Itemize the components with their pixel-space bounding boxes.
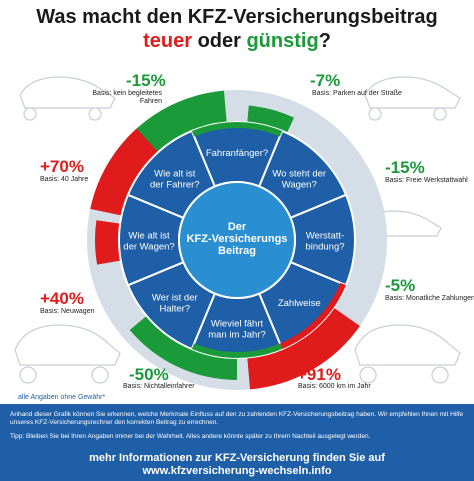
inner-accent-4	[279, 282, 347, 350]
inner-accent-5	[191, 343, 283, 358]
basis-standort: Basis: Parken auf der Straße	[312, 90, 402, 97]
impact-wedge-wagenalter	[95, 220, 121, 265]
segment-label: man im Jahr?	[208, 330, 266, 341]
pct-fahreralter: +70%	[40, 157, 84, 176]
footer-paragraph-1: Anhand dieser Grafik können Sie erkennen…	[10, 411, 464, 426]
segment-label: Halter?	[159, 304, 190, 315]
segment-label: Fahranfänger?	[206, 148, 268, 159]
impact-wedge-fahreralter	[90, 128, 159, 216]
page-title-line2: teuer oder günstig?	[0, 30, 474, 52]
pct-fahrleistung: +91%	[297, 365, 341, 384]
segment-label: Wagen?	[282, 179, 317, 190]
pct-zahlweise: -5%	[385, 276, 416, 295]
footer-panel: Anhand dieser Grafik können Sie erkennen…	[0, 404, 474, 481]
center-circle	[178, 181, 296, 299]
impact-wedge-halter	[129, 315, 237, 380]
pct-halter: -50%	[129, 365, 169, 384]
word-teuer: teuer	[143, 30, 192, 52]
pct-werkstatt: -15%	[385, 158, 425, 177]
segment-label: Zahlweise	[278, 298, 321, 309]
footer-paragraph-2: Tipp: Bleiben Sie bei Ihren Angaben imme…	[10, 433, 371, 440]
segment-label: Wieviel fährt	[211, 319, 264, 330]
segment-label: Wer ist der	[152, 293, 198, 304]
segment-label: Wie alt ist	[128, 231, 170, 242]
car-icon	[14, 324, 121, 384]
inner-accent-0	[191, 122, 283, 137]
center-label: KFZ-Versicherungs	[187, 233, 288, 245]
center-label: Beitrag	[218, 245, 256, 257]
segment-label: der Fahrer?	[150, 179, 200, 190]
center-label: Der	[228, 221, 247, 233]
word-guenstig: günstig	[246, 30, 319, 52]
car-icon	[19, 76, 116, 121]
segment-label: Werstatt-	[306, 231, 344, 242]
basis-fahranfaenger: Basis: kein begleitetes Fahren	[92, 90, 162, 105]
footer-website-link[interactable]: www.kfzversicherung-wechseln.info	[142, 465, 332, 477]
pct-wagenalter: +40%	[40, 289, 84, 308]
basis-fahrleistung: Basis: 6000 km im Jahr	[298, 383, 371, 390]
car-icon	[364, 76, 461, 121]
segment-label: der Wagen?	[123, 242, 174, 253]
segment-label: Wie alt ist	[154, 168, 196, 179]
footer-cta-line: mehr Informationen zur KFZ-Versicherung …	[89, 452, 385, 464]
impact-wedge-fahrleistung	[247, 307, 360, 390]
pct-fahranfaenger: -15%	[126, 71, 166, 90]
segment-label: Wo steht der	[272, 168, 326, 179]
basis-fahreralter: Basis: 40 Jahre	[40, 176, 89, 183]
basis-halter: Basis: Nichtalleinfahrer	[123, 383, 195, 390]
basis-wagenalter: Basis: Neuwagen	[40, 308, 95, 315]
disclaimer: alle Angaben ohne Gewähr*	[18, 394, 106, 401]
pct-standort: -7%	[310, 71, 341, 90]
title-question-mark: ?	[318, 30, 331, 52]
car-icon	[354, 324, 461, 384]
page-title-line1: Was macht den KFZ-Versicherungsbeitrag	[36, 6, 438, 28]
basis-werkstatt: Basis: Freie Werkstattwahl	[385, 177, 468, 184]
basis-zahlweise: Basis: Monatliche Zahlungen	[385, 295, 474, 302]
impact-wedge-standort	[247, 105, 295, 134]
word-oder: oder	[197, 30, 241, 52]
segment-label: bindung?	[305, 242, 344, 253]
